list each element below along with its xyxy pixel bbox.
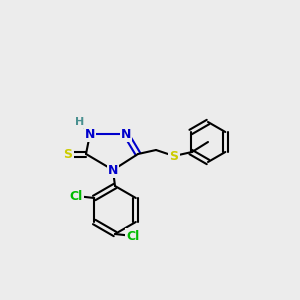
Text: H: H bbox=[75, 117, 85, 127]
Text: N: N bbox=[108, 164, 118, 176]
Text: N: N bbox=[85, 128, 95, 140]
Text: S: S bbox=[64, 148, 73, 160]
Text: S: S bbox=[169, 149, 178, 163]
Text: Cl: Cl bbox=[126, 230, 140, 242]
Text: N: N bbox=[121, 128, 131, 140]
Text: Cl: Cl bbox=[70, 190, 83, 202]
